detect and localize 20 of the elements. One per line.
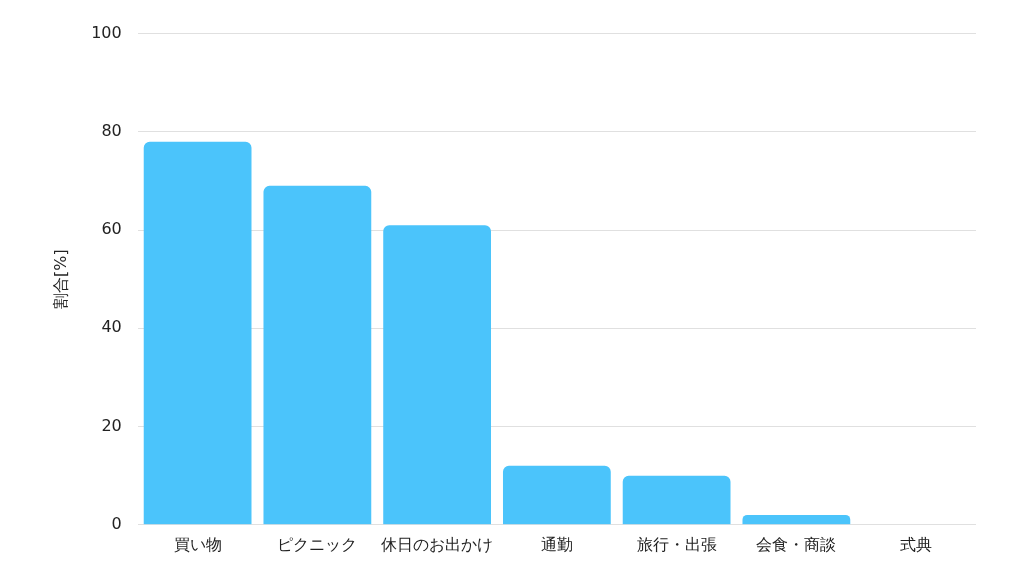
bar bbox=[502, 465, 611, 525]
bar bbox=[143, 141, 252, 525]
x-tick-label: 休日のお出かけ bbox=[381, 534, 494, 554]
bar bbox=[622, 475, 731, 525]
y-tick-label: 0 bbox=[111, 513, 122, 533]
bar bbox=[263, 185, 372, 525]
x-tick-label: 式典 bbox=[900, 534, 933, 554]
x-tick-label: 買い物 bbox=[173, 534, 222, 554]
x-tick-label: 旅行・出張 bbox=[636, 534, 717, 554]
bar bbox=[383, 225, 492, 525]
x-tick-label: 会食・商談 bbox=[756, 534, 837, 554]
y-tick-label: 20 bbox=[101, 415, 122, 435]
bar bbox=[742, 514, 851, 525]
y-tick-label: 80 bbox=[101, 121, 122, 140]
x-tick-label: 通勤 bbox=[540, 534, 573, 554]
y-tick-label: 100 bbox=[91, 22, 122, 42]
x-tick-label: ピクニック bbox=[277, 534, 358, 554]
y-tick-label: 40 bbox=[101, 317, 122, 337]
y-axis-title: 割合[%] bbox=[50, 249, 70, 310]
y-tick-label: 60 bbox=[101, 219, 122, 239]
